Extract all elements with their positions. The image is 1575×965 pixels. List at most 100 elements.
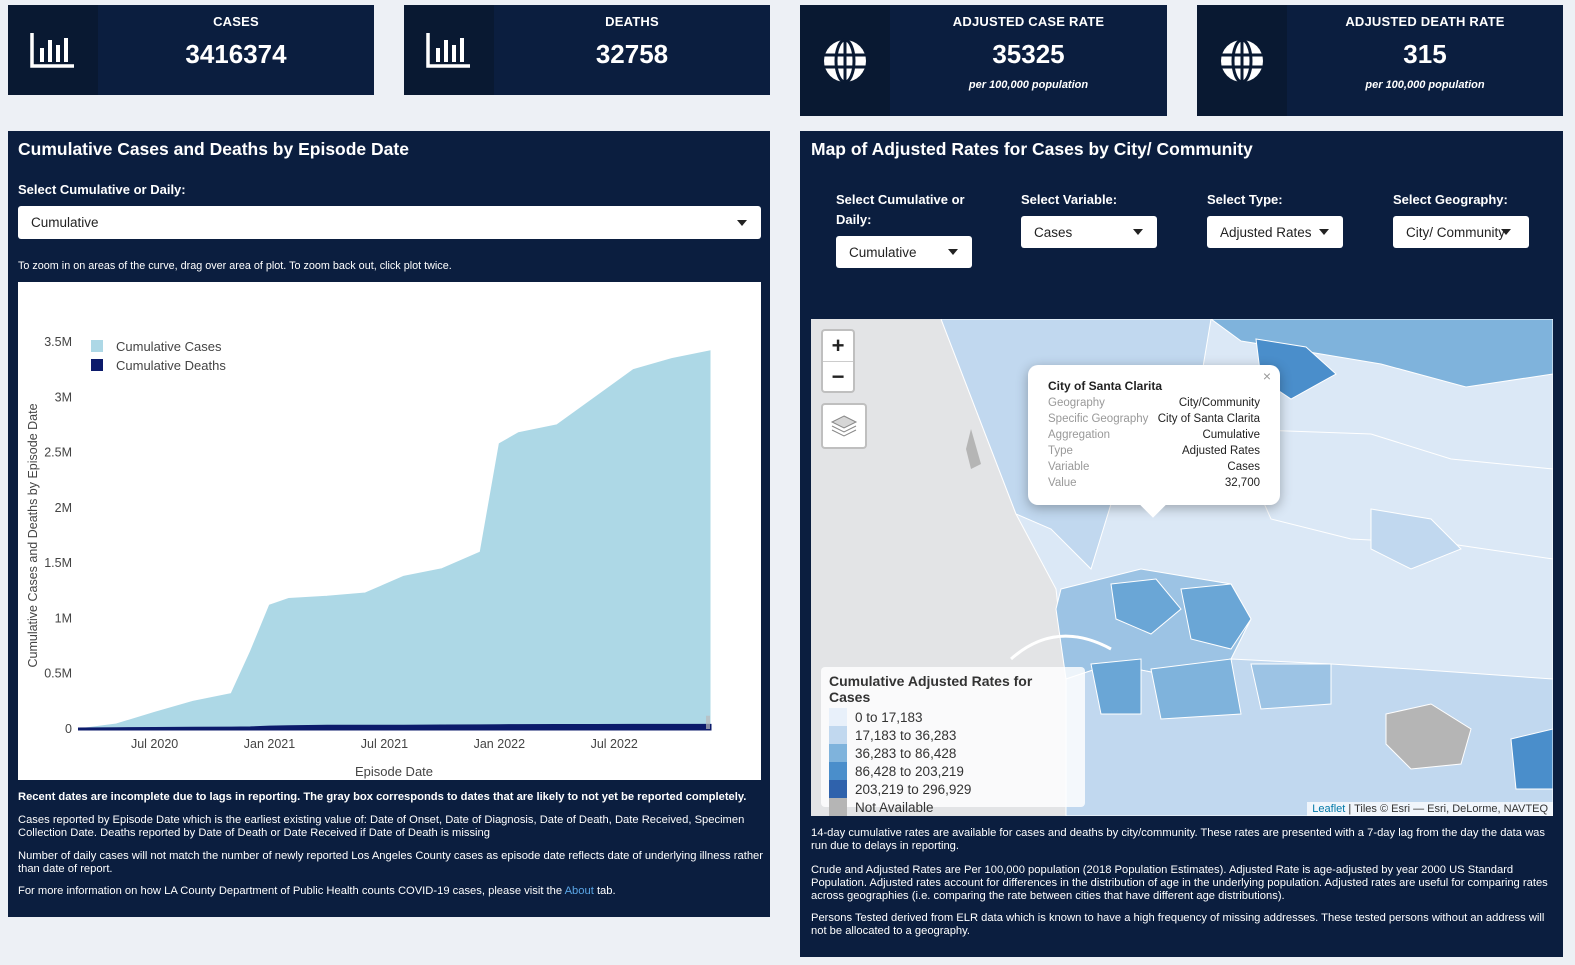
layers-icon	[830, 415, 858, 437]
y-tick-label: 3.5M	[44, 335, 72, 349]
select-label: Select Cumulative or Daily:	[18, 182, 186, 197]
legend-item: 36,283 to 86,428	[829, 744, 1077, 762]
note-more-info: For more information on how LA County De…	[18, 885, 763, 898]
y-tick-label: 2M	[55, 501, 72, 515]
legend-label: Not Available	[855, 799, 934, 815]
variable-select[interactable]: Cases	[1021, 216, 1157, 248]
zoom-out-button[interactable]: −	[823, 361, 853, 391]
popup-value: City/Community	[1178, 397, 1260, 409]
y-tick-label: 1.5M	[44, 556, 72, 570]
bar-chart-icon	[404, 5, 494, 95]
kpi-cases: CASES 3416374	[8, 5, 374, 95]
legend-item: 17,183 to 36,283	[829, 726, 1077, 744]
zoom-hint: To zoom in on areas of the curve, drag o…	[18, 260, 452, 272]
x-axis-title: Episode Date	[355, 764, 433, 779]
kpi-adjusted-death-rate: ADJUSTED DEATH RATE 315 per 100,000 popula…	[1197, 5, 1563, 116]
map-note-rates: 14-day cumulative rates are available fo…	[811, 827, 1545, 852]
x-tick-label: Jul 2020	[131, 737, 178, 751]
legend-swatch	[829, 708, 847, 726]
kpi-deaths: DEATHS 32758	[404, 5, 770, 95]
map-popup: × City of Santa Clarita Geography City/Co…	[1028, 365, 1280, 518]
y-axis-title: Cumulative Cases and Deaths by Episode D…	[26, 403, 40, 667]
kpi-label: CASES	[213, 14, 259, 29]
popup-row: Specific Geography City of Santa Clarita	[1048, 411, 1260, 427]
kpi-label: ADJUSTED DEATH RATE	[1345, 14, 1505, 29]
chevron-down-icon	[948, 249, 958, 255]
note-episode-date: Cases reported by Episode Date which is …	[18, 814, 745, 839]
note-more-info-text: For more information on how LA County De…	[18, 885, 565, 897]
popup-key: Specific Geography	[1048, 413, 1149, 425]
select-value: Cumulative	[31, 215, 99, 230]
popup-row: Variable Cases	[1048, 459, 1260, 475]
legend-swatch	[829, 780, 847, 798]
filter-label: Select Variable:	[1021, 192, 1118, 207]
popup-row: Value 32,700	[1048, 475, 1260, 491]
choropleth-map[interactable]: + − × City of Santa Clarita Geography Cit…	[811, 319, 1553, 816]
type-select[interactable]: Adjusted Rates	[1207, 216, 1343, 248]
legend-label: 36,283 to 86,428	[855, 745, 957, 761]
legend-label: Cumulative Cases	[116, 339, 222, 354]
popup-row: Geography City/Community	[1048, 395, 1260, 411]
legend-item: Not Available	[829, 798, 1077, 816]
incomplete-data-box	[706, 715, 710, 729]
legend-swatch	[829, 726, 847, 744]
kpi-label: ADJUSTED CASE RATE	[952, 14, 1105, 29]
legend-swatch	[91, 340, 103, 352]
popup-title: City of Santa Clarita	[1048, 379, 1163, 393]
panel-title: Cumulative Cases and Deaths by Episode D…	[18, 139, 409, 159]
chevron-down-icon	[1319, 229, 1329, 235]
select-value: City/ Community	[1406, 224, 1506, 240]
y-tick-label: 0	[65, 722, 72, 736]
leaflet-link[interactable]: Leaflet	[1312, 803, 1346, 815]
popup-value: Cases	[1227, 461, 1260, 473]
chevron-down-icon	[1501, 229, 1511, 235]
popup-key: Variable	[1048, 461, 1090, 473]
kpi-subtext: per 100,000 population	[1365, 79, 1485, 91]
popup-key: Aggregation	[1048, 429, 1111, 441]
select-value: Adjusted Rates	[1220, 224, 1312, 240]
filter-label: Select Type:	[1207, 192, 1283, 207]
zoom-control[interactable]: + −	[821, 329, 855, 393]
legend-item: 203,219 to 296,929	[829, 780, 1077, 798]
x-tick-label: Jan 2021	[244, 737, 295, 751]
popup-value: Cumulative	[1202, 429, 1260, 441]
legend-swatch	[829, 744, 847, 762]
popup-row: Aggregation Cumulative	[1048, 427, 1260, 443]
popup-key: Geography	[1048, 397, 1105, 409]
chart-svg[interactable]: 0 0.5M 1M 1.5M 2M 2.5M 3M 3.5M Jul 2020 Jan 2021 J…	[18, 282, 761, 780]
about-link[interactable]: About	[564, 885, 594, 897]
map-attribution: Leaflet | Tiles © Esri — Esri, DeLorme, …	[1307, 802, 1553, 816]
filter-label: Select Cumulative or Daily:	[836, 192, 965, 227]
kpi-value: 3416374	[185, 39, 287, 69]
map-legend: Cumulative Adjusted Rates for Cases 0 to…	[821, 667, 1085, 816]
kpi-value: 315	[1403, 39, 1447, 69]
legend-label: 203,219 to 296,929	[855, 781, 972, 797]
cumulative-daily-select[interactable]: Cumulative	[18, 206, 761, 239]
popup-row: Type Adjusted Rates	[1048, 443, 1260, 459]
series-area-cumulative-cases	[77, 350, 711, 730]
popup-value: 32,700	[1224, 477, 1260, 489]
chevron-down-icon	[737, 219, 747, 226]
x-tick-label: Jan 2022	[474, 737, 525, 751]
legend-item: 86,428 to 203,219	[829, 762, 1077, 780]
bar-chart-icon	[8, 5, 98, 95]
popup-value: Adjusted Rates	[1182, 445, 1260, 457]
panel-title: Map of Adjusted Rates for Cases by City/…	[811, 139, 1253, 159]
legend-swatch	[829, 798, 847, 816]
legend-title: Cumulative Adjusted Rates for Cases	[829, 673, 1033, 705]
cumulative-chart[interactable]: 0 0.5M 1M 1.5M 2M 2.5M 3M 3.5M Jul 2020 Jan 2021 J…	[18, 282, 761, 780]
legend-label: 86,428 to 203,219	[855, 763, 964, 779]
map-cumulative-daily-select[interactable]: Cumulative	[836, 236, 972, 268]
globe-icon	[1197, 5, 1287, 116]
layers-button[interactable]	[821, 403, 867, 449]
chevron-down-icon	[1133, 229, 1143, 235]
legend-label: Cumulative Deaths	[116, 358, 226, 373]
x-tick-label: Jul 2022	[591, 737, 638, 751]
select-value: Cases	[1034, 224, 1073, 240]
popup-key: Type	[1048, 445, 1073, 457]
close-icon[interactable]: ×	[1262, 368, 1271, 384]
series-area-cumulative-deaths	[77, 723, 712, 731]
zoom-in-button[interactable]: +	[831, 333, 845, 358]
note-incomplete: Recent dates are incomplete due to lags …	[18, 791, 747, 803]
geography-select[interactable]: City/ Community	[1393, 216, 1529, 248]
